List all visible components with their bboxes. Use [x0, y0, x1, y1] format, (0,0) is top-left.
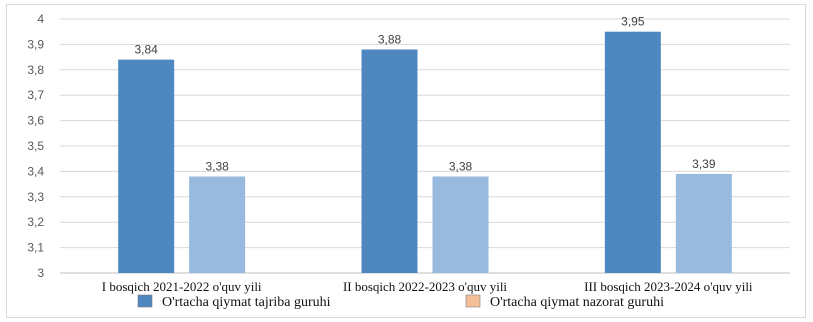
y-axis-ticks: 3 3,1 3,2 3,3 3,4 3,5 3,6 3,7 3,8 3,9 4: [27, 12, 44, 280]
data-label: 3,88: [378, 32, 402, 46]
data-label: 3,38: [205, 159, 229, 173]
gridlines: [60, 18, 790, 274]
bar-series2-cat3: [675, 173, 732, 273]
y-tick-label: 3: [37, 266, 44, 280]
legend-label-2: O'rtacha qiymat nazorat guruhi: [490, 295, 664, 310]
legend-label-1: O'rtacha qiymat tajriba guruhi: [162, 295, 331, 310]
data-label: 3,84: [134, 43, 158, 57]
bar-series1-cat1: [118, 59, 175, 273]
y-tick-label: 3,3: [27, 190, 44, 204]
x-category-label: II bosqich 2022-2023 o'quv yili: [343, 279, 507, 294]
y-tick-label: 3,5: [27, 139, 44, 153]
data-label: 3,95: [621, 15, 645, 29]
legend: O'rtacha qiymat tajriba guruhi O'rtacha q…: [137, 294, 664, 310]
y-tick-label: 3,7: [27, 88, 44, 102]
y-tick-label: 3,6: [27, 114, 44, 128]
bar-series1-cat3: [604, 31, 661, 274]
y-tick-label: 3,1: [27, 241, 44, 255]
bar-series1-cat2: [361, 49, 418, 274]
y-tick-label: 3,2: [27, 215, 44, 229]
legend-swatch-1: [137, 294, 153, 308]
x-axis-categories: I bosqich 2021-2022 o'quv yili II bosqich…: [102, 279, 753, 294]
y-tick-label: 3,8: [27, 63, 44, 77]
bar-series2-cat2: [432, 176, 489, 273]
x-category-label: III bosqich 2023-2024 o'quv yili: [584, 279, 753, 294]
y-tick-label: 3,9: [27, 37, 44, 51]
y-tick-label: 4: [37, 12, 44, 26]
legend-swatch-2: [465, 294, 481, 308]
data-label: 3,39: [692, 157, 716, 171]
y-tick-label: 3,4: [27, 164, 44, 178]
data-label: 3,38: [449, 159, 473, 173]
x-category-label: I bosqich 2021-2022 o'quv yili: [102, 279, 262, 294]
data-labels: 3,84 3,38 3,88 3,38 3,95 3,39: [134, 15, 715, 174]
bars: [118, 31, 732, 274]
bar-series2-cat1: [189, 176, 246, 273]
